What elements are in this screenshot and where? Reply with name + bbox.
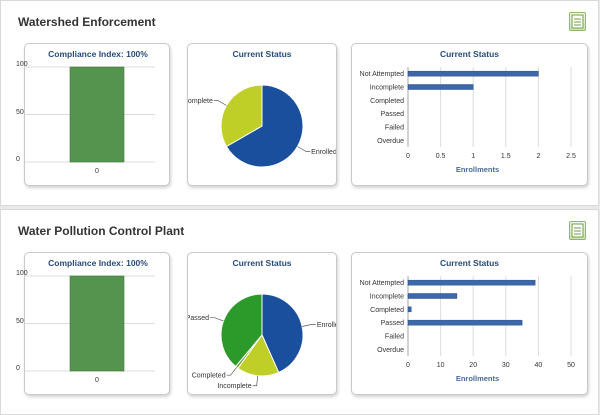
spreadsheet-icon (571, 14, 584, 29)
compliance-index-card: Compliance Index: 100% 0 (24, 252, 170, 395)
y-tick-label: 100 (16, 270, 28, 277)
x-tick-label: 0 (95, 168, 99, 175)
status-bar-card: Current Status 0 0.5 1 1.5 2 2.5 Not Attempted… (351, 43, 588, 186)
x-tick-label: 0 (406, 362, 410, 369)
status-bar-chart: 0 10 20 30 40 50 Not Attempted Incomplete Comple… (360, 276, 575, 383)
status-bar (407, 319, 523, 326)
bar-title: Current Status (439, 49, 500, 59)
pie-slice (220, 293, 263, 368)
x-tick-label: 2.5 (566, 153, 576, 160)
pie-label: Enrolled (311, 149, 337, 156)
pie-leader-line (213, 100, 227, 106)
x-axis-title: Enrollments (456, 374, 499, 383)
section-title: Water Pollution Control Plant (18, 224, 185, 238)
x-tick-label: 40 (535, 362, 543, 369)
x-tick-label: 0 (406, 153, 410, 160)
compliance-index-card: Compliance Index: 100% 0 (24, 43, 170, 186)
y-tick-label: 0 (16, 156, 20, 163)
compliance-column (69, 66, 125, 163)
pie-title: Current Status (232, 49, 292, 59)
compliance-title: Compliance Index: 100% (48, 49, 148, 59)
category-label: Passed (381, 320, 404, 327)
category-label: Passed (381, 111, 404, 118)
pie-leader-line (252, 375, 259, 387)
spreadsheet-icon (571, 223, 584, 238)
category-label: Overdue (377, 347, 404, 354)
pie-leader-line (302, 324, 316, 327)
pie-slice (261, 293, 304, 374)
y-tick-label: 0 (16, 365, 20, 372)
status-bar (407, 70, 539, 77)
pie-slice (237, 334, 280, 377)
x-tick-label: 30 (502, 362, 510, 369)
compliance-title: Compliance Index: 100% (48, 258, 148, 268)
category-label: Incomplete (370, 85, 404, 92)
x-tick-label: 0.5 (436, 153, 446, 160)
export-excel-button[interactable] (569, 12, 586, 31)
status-bar (407, 293, 458, 299)
status-pie-chart: Enrolled Incomplete Completed Passed (188, 293, 337, 390)
status-pie-card: Current Status Enrolled Incomplete (187, 43, 337, 186)
x-tick-label: 1 (471, 153, 475, 160)
status-bar (407, 306, 412, 313)
compliance-chart: 0 (25, 275, 155, 384)
category-label: Not Attempted (360, 71, 404, 78)
y-tick-label: 50 (16, 317, 24, 325)
x-tick-label: 20 (469, 362, 477, 369)
status-bar (407, 279, 536, 286)
x-tick-label: 50 (567, 362, 575, 369)
bar-title: Current Status (439, 258, 500, 268)
x-tick-label: 2 (536, 153, 540, 160)
compliance-column (69, 275, 125, 372)
category-label: Incomplete (370, 294, 404, 301)
compliance-chart: 0 (25, 66, 155, 175)
category-label: Completed (370, 307, 404, 314)
category-label: Failed (385, 334, 404, 341)
pie-leader-line (210, 317, 224, 322)
pie-label: Enrolled (317, 322, 337, 329)
pie-label: Completed (192, 373, 226, 380)
pie-slice (220, 84, 263, 148)
category-label: Failed (385, 125, 404, 132)
pie-label: Passed (188, 315, 209, 322)
pie-label: Incomplete (217, 383, 251, 390)
pie-label: Incomplete (188, 98, 213, 105)
x-axis-title: Enrollments (456, 165, 499, 174)
section-water-pollution-control-plant: Water Pollution Control Plant Compliance… (0, 209, 599, 415)
y-tick-label: 100 (16, 61, 28, 68)
category-label: Not Attempted (360, 280, 404, 287)
status-pie-chart: Enrolled Incomplete (188, 84, 337, 168)
status-pie-card: Current Status Enrolled Incomplete Complet… (187, 252, 337, 395)
x-tick-label: 10 (437, 362, 445, 369)
pie-slice (225, 84, 304, 168)
section-title: Watershed Enforcement (18, 15, 156, 29)
y-tick-label: 50 (16, 108, 24, 116)
status-bar-card: Current Status 0 10 20 30 40 50 Not Attempted I… (351, 252, 588, 395)
pie-leader-line (297, 146, 311, 152)
x-tick-label: 0 (95, 377, 99, 384)
category-label: Overdue (377, 138, 404, 145)
category-label: Completed (370, 98, 404, 105)
x-tick-label: 1.5 (501, 153, 511, 160)
pie-title: Current Status (232, 258, 292, 268)
status-bar-chart: 0 0.5 1 1.5 2 2.5 Not Attempted Incomplete Compl… (360, 67, 576, 174)
status-bar (407, 84, 474, 90)
pie-leader-line (226, 367, 238, 376)
section-watershed-enforcement: Watershed Enforcement Compliance Index: … (0, 0, 599, 206)
export-excel-button[interactable] (569, 221, 586, 240)
